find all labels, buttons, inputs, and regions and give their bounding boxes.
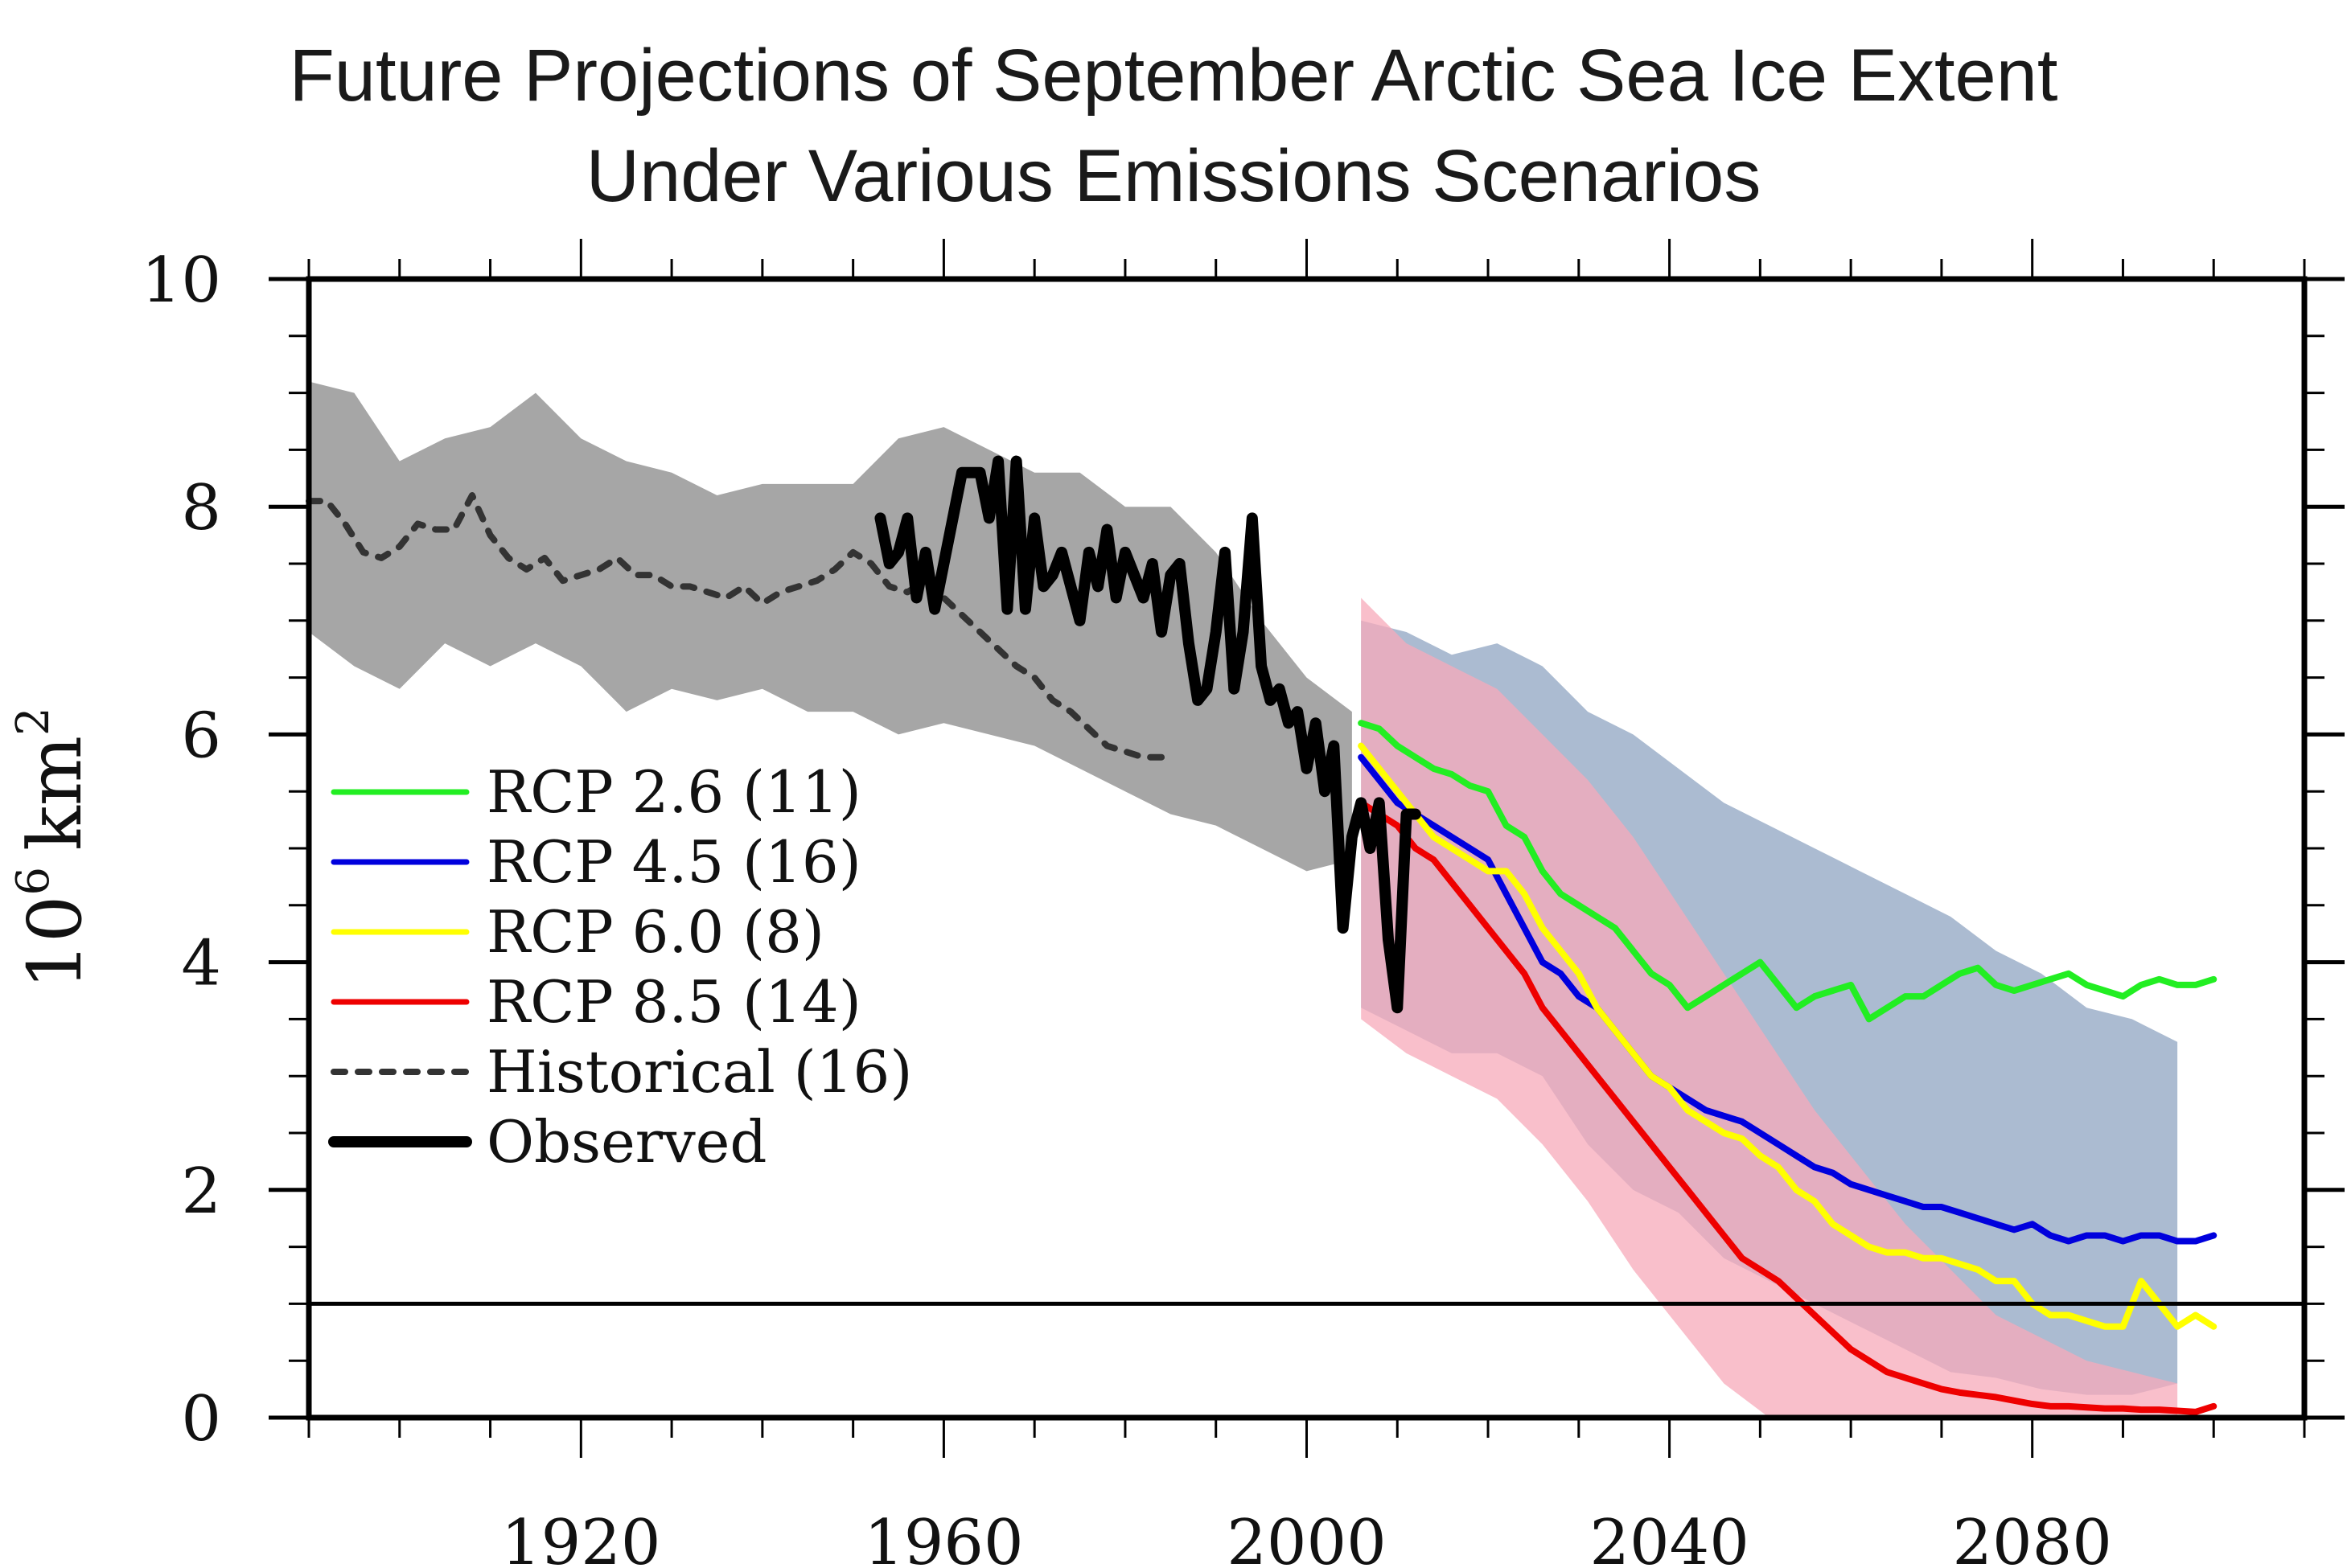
tick-labels: 1920 1960 2000 2040 2080 0 2 4 6 8 10	[142, 244, 2112, 1568]
x-tick-label: 2040	[1589, 1507, 1749, 1568]
series-line-rcp-4-5-16	[1358, 753, 2218, 1245]
legend-label: Historical (16)	[487, 1038, 912, 1106]
y-label-exponent-2: 2	[7, 707, 60, 736]
y-tick-label: 0	[181, 1383, 221, 1455]
y-tick-label: 2	[181, 1155, 221, 1228]
x-tick-label: 1960	[864, 1507, 1024, 1568]
legend-label: Observed	[487, 1108, 767, 1176]
y-tick-label: 6	[181, 700, 221, 772]
y-axis-label: 106 km2	[7, 707, 98, 989]
y-tick-label: 8	[181, 472, 221, 544]
axes	[269, 239, 2345, 1458]
series-line-rcp-2-6-11	[1358, 720, 2218, 1023]
legend-label: RCP 4.5 (16)	[487, 828, 861, 896]
legend-label: RCP 2.6 (11)	[487, 758, 861, 826]
series-line-historical-16	[306, 492, 1165, 761]
x-tick-label: 1920	[501, 1507, 661, 1568]
legend: RCP 2.6 (11)RCP 4.5 (16)RCP 6.0 (8)RCP 8…	[328, 758, 912, 1176]
x-tick-label: 2000	[1227, 1507, 1387, 1568]
y-tick-label: 4	[181, 928, 221, 1000]
series-lines	[306, 455, 2218, 1415]
historical-range-band	[309, 381, 1352, 872]
chart-title: Future Projections of September Arctic S…	[290, 35, 2058, 117]
y-label-base: 10	[12, 896, 98, 990]
y-label-exponent-1: 6	[7, 867, 60, 896]
series-line-observed	[874, 455, 1421, 1014]
series-line-rcp-8-5-14	[1358, 799, 2218, 1415]
y-label-unit: km	[12, 736, 98, 851]
x-tick-label: 2080	[1952, 1507, 2112, 1568]
range-bands	[309, 381, 2178, 1418]
rcp85-range-band	[1361, 597, 2178, 1418]
legend-label: RCP 6.0 (8)	[487, 898, 824, 966]
y-tick-label: 10	[142, 244, 221, 317]
legend-label: RCP 8.5 (14)	[487, 968, 861, 1036]
chart-subtitle: Under Various Emissions Scenarios	[586, 135, 1761, 217]
series-line-rcp-6-0-8	[1358, 742, 2218, 1330]
